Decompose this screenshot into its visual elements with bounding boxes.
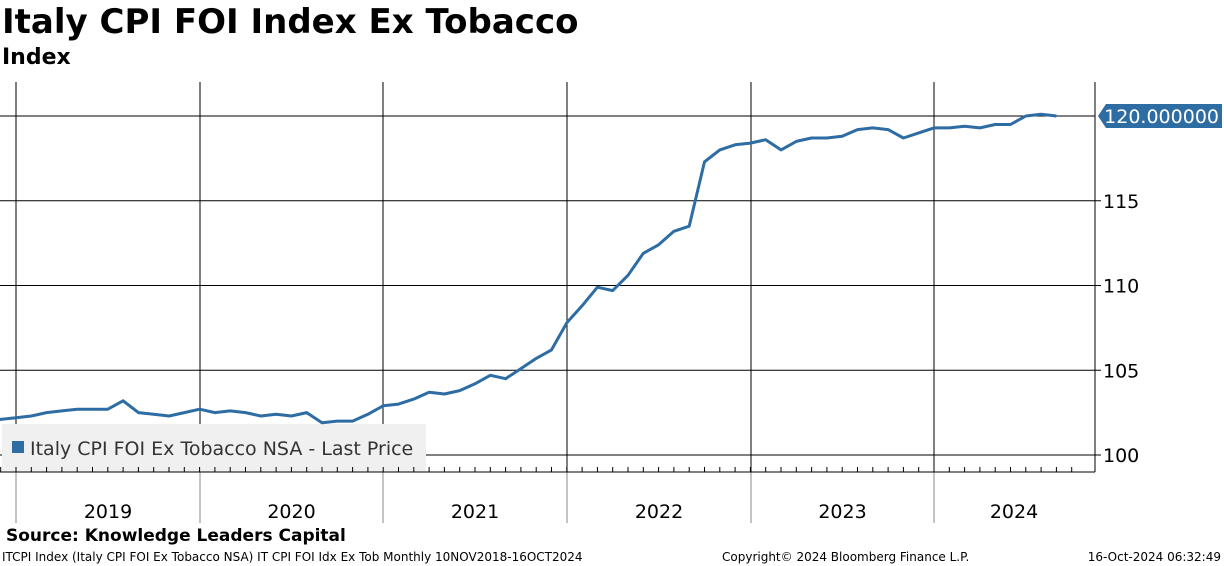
x-year-label: 2023	[818, 501, 866, 523]
plot-frame	[0, 82, 1096, 473]
legend-swatch	[12, 441, 24, 453]
legend-label: Italy CPI FOI Ex Tobacco NSA - Last Pric…	[30, 438, 413, 460]
legend: Italy CPI FOI Ex Tobacco NSA - Last Pric…	[2, 424, 426, 472]
last-price-label: 120.000000	[1104, 106, 1219, 128]
y-tick-label: 105	[1103, 360, 1139, 382]
x-year-label: 2021	[451, 501, 499, 523]
last-price-tag-shape	[1098, 104, 1222, 128]
last-price-tag: 120.000000	[1098, 104, 1222, 128]
axis-labels: 100 105 110 115 2019 2020 2021 2022 2023 2024 120.…	[84, 104, 1222, 523]
y-tick-label: 115	[1103, 191, 1139, 213]
series-line	[0, 112, 1057, 425]
x-year-label: 2022	[635, 501, 683, 523]
x-year-label: 2019	[84, 501, 132, 523]
series-line-layer	[0, 112, 1057, 425]
legend-background	[2, 424, 426, 472]
chart-subtitle: Index	[2, 45, 71, 70]
copyright-note: Copyright© 2024 Bloomberg Finance L.P.	[722, 550, 970, 564]
y-tick-label: 110	[1103, 276, 1139, 298]
x-year-label: 2020	[267, 501, 315, 523]
source-note: Source: Knowledge Leaders Capital	[6, 526, 346, 546]
y-tick-label: 100	[1103, 445, 1139, 467]
grid-lines	[0, 82, 1095, 523]
chart-title: Italy CPI FOI Index Ex Tobacco	[2, 2, 579, 42]
x-year-label: 2024	[990, 501, 1038, 523]
series-info: ITCPI Index (Italy CPI FOI Ex Tobacco NS…	[2, 550, 583, 564]
timestamp: 16-Oct-2024 06:32:49	[1087, 550, 1221, 564]
